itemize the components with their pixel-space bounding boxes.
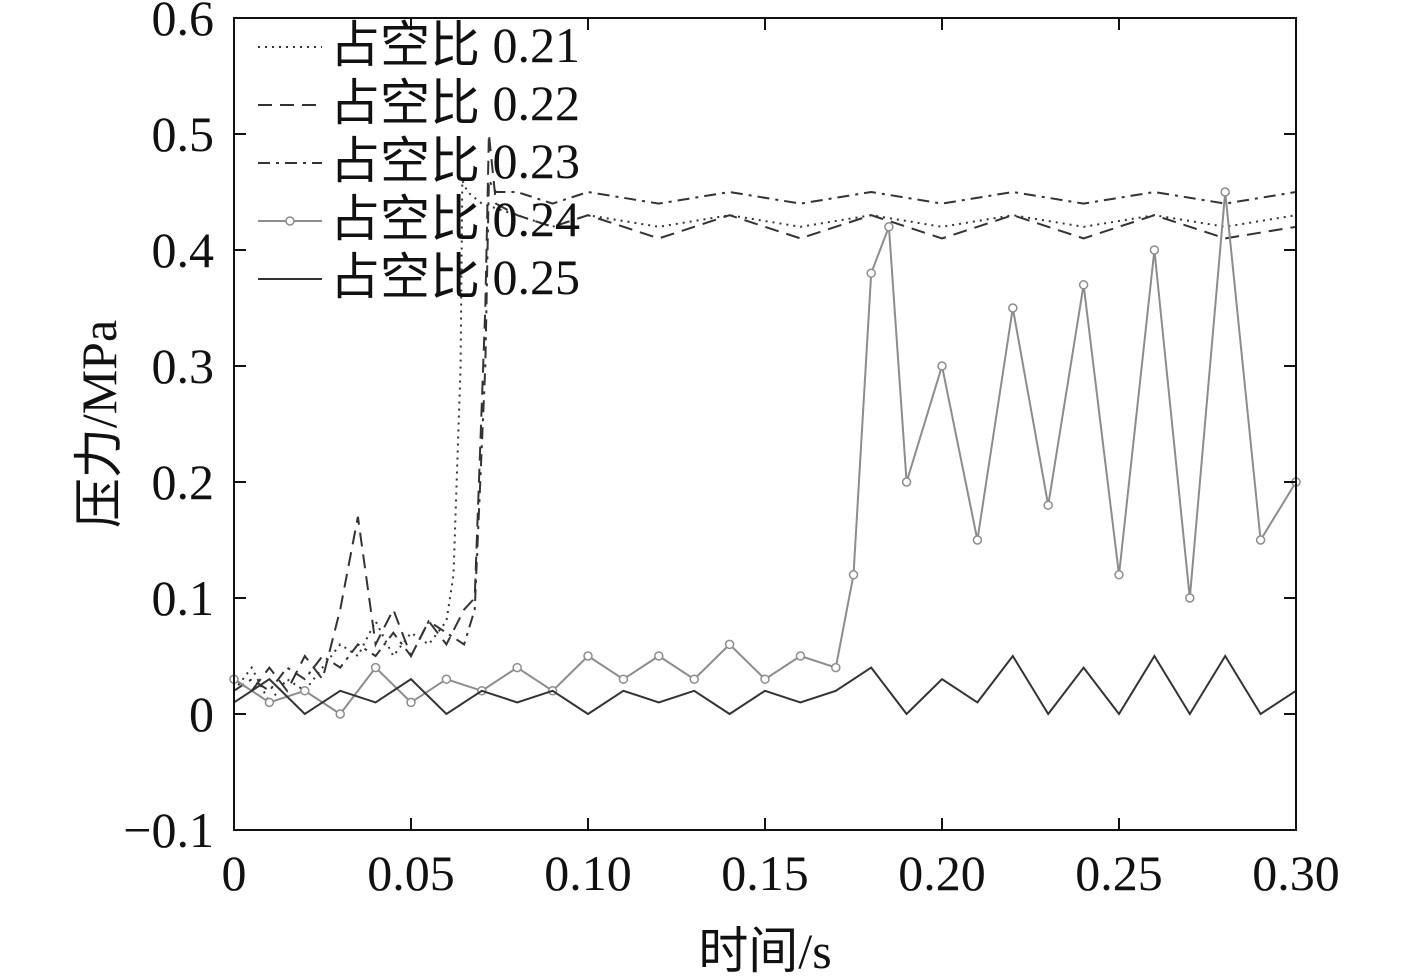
- y-tick-label: 0.5: [152, 106, 215, 162]
- y-tick-label: −0.1: [123, 802, 214, 858]
- series-point: [724, 639, 735, 650]
- x-tick-label: 0: [222, 845, 247, 901]
- x-tick-label: 0.30: [1252, 845, 1340, 901]
- series-point: [884, 222, 894, 232]
- series-point: [370, 662, 381, 673]
- y-tick-label: 0.1: [152, 570, 215, 626]
- series-point: [1255, 535, 1266, 545]
- series-line-1: [233, 179, 1297, 705]
- series-point: [848, 570, 859, 580]
- series-point: [760, 674, 770, 684]
- series-point: [1078, 280, 1089, 290]
- series-point: [1114, 570, 1124, 580]
- ticks-layer: 0 0.05 0.10 0.15 0.20 0.25 0.30−0.100.10.20.30…: [123, 0, 1339, 901]
- x-tick-label: 0.20: [898, 845, 986, 901]
- y-tick-label: 0.4: [152, 222, 215, 278]
- legend-label-4: 占空比 0.24: [330, 191, 580, 247]
- series-line-3: [233, 176, 1297, 693]
- series-point: [654, 651, 664, 661]
- series-point: [937, 361, 947, 371]
- legend-label-5: 占空比 0.25: [330, 249, 580, 305]
- x-tick-label: 0.25: [1075, 845, 1163, 901]
- series-point: [335, 709, 345, 719]
- y-tick-label: 0.2: [152, 454, 215, 510]
- series-point: [866, 268, 876, 278]
- x-tick-label: 0.10: [544, 845, 632, 901]
- series-point: [583, 651, 593, 661]
- x-tick-label: 0.15: [721, 845, 809, 901]
- series-point: [618, 674, 629, 684]
- legend-label-2: 占空比 0.22: [330, 75, 580, 131]
- series-point: [441, 674, 452, 684]
- series-point: [1220, 187, 1230, 197]
- series-line-5: [233, 654, 1297, 716]
- series-point: [689, 674, 699, 684]
- series-point: [1149, 245, 1160, 255]
- series-point: [901, 477, 912, 487]
- series-point: [972, 535, 983, 545]
- y-tick-label: 0.3: [152, 338, 215, 394]
- x-axis-title: 时间/s: [698, 923, 831, 979]
- series-point: [1043, 500, 1053, 510]
- series-point: [795, 651, 806, 661]
- legend-label-3: 占空比 0.23: [330, 133, 580, 189]
- series-point: [406, 697, 416, 708]
- series-point: [1185, 593, 1195, 603]
- y-tick-label: 0.6: [152, 0, 215, 46]
- series-point: [264, 697, 275, 708]
- series-point: [1008, 303, 1018, 313]
- series-point: [831, 662, 841, 673]
- y-tick-label: 0: [189, 686, 214, 742]
- series-point: [300, 686, 310, 696]
- series-line-2: [233, 133, 1297, 693]
- series-layer: [229, 133, 1301, 719]
- legend-label-1: 占空比 0.21: [330, 17, 580, 73]
- x-tick-label: 0.05: [367, 845, 455, 901]
- legend-marker: [285, 216, 295, 226]
- series-point: [512, 662, 522, 673]
- y-axis-title: 压力/MPa: [71, 320, 127, 528]
